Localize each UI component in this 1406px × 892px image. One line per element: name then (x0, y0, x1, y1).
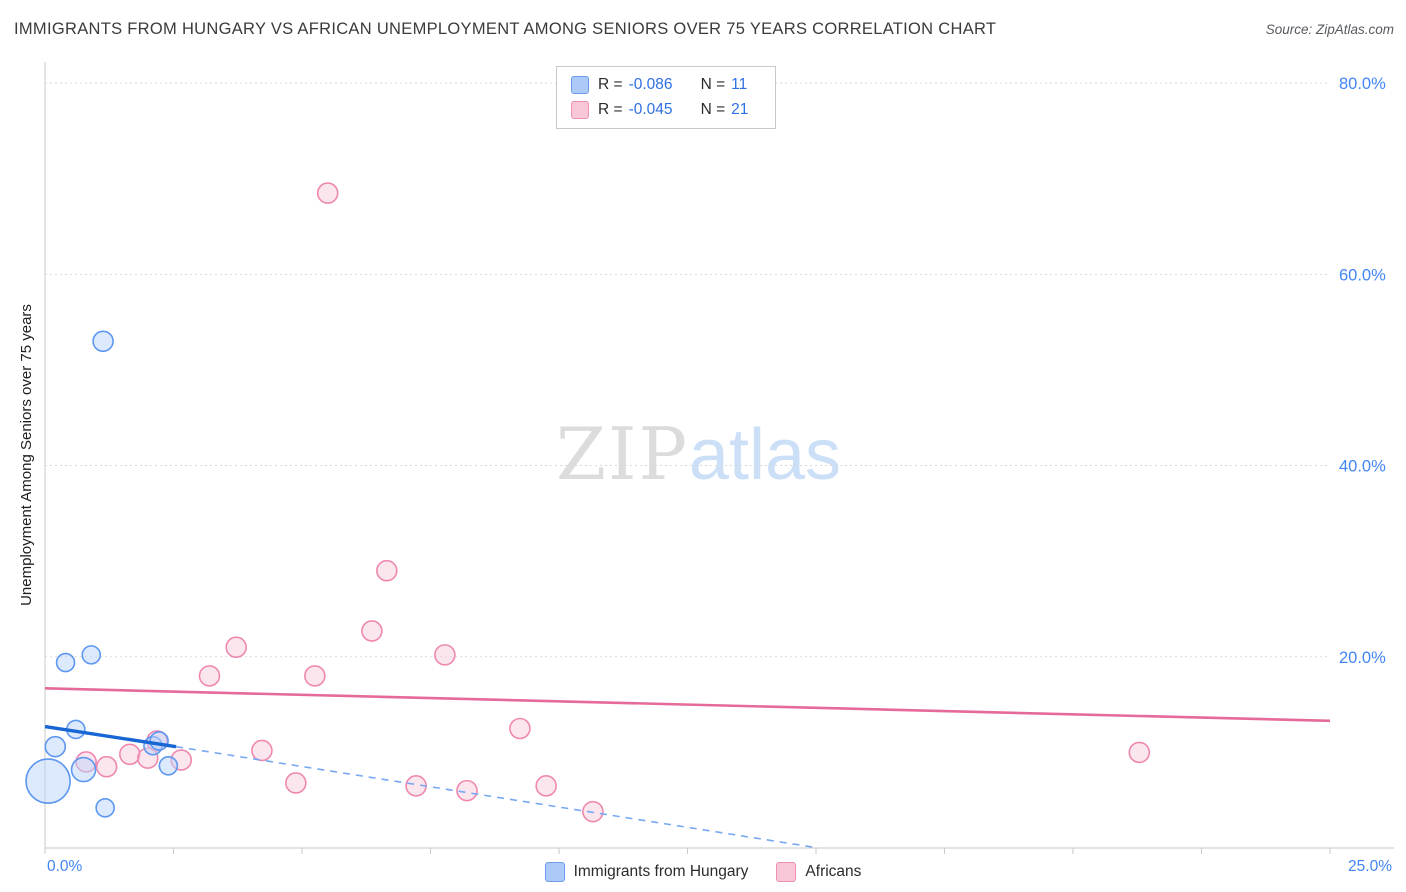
africans-legend-label: Africans (805, 863, 862, 880)
scatter-point-africans[interactable] (456, 779, 478, 802)
trend-line (44, 687, 1331, 723)
r-label: R = (598, 76, 623, 93)
legend-item-africans: Africans (776, 862, 861, 882)
stats-row-africans: R = -0.045 N = 21 (571, 101, 761, 119)
scatter-point-africans[interactable] (1128, 741, 1151, 764)
chart-title: IMMIGRANTS FROM HUNGARY VS AFRICAN UNEMP… (14, 20, 997, 38)
stats-row-hungary: R = -0.086 N = 11 (571, 76, 761, 94)
trend-line (44, 724, 177, 749)
scatter-point-africans[interactable] (316, 182, 339, 204)
scatter-point-africans[interactable] (119, 743, 141, 766)
hungary-legend-swatch-icon (544, 862, 565, 882)
scatter-point-hungary[interactable] (81, 645, 102, 665)
y-tick-label: 20.0% (1339, 649, 1386, 667)
y-tick-label: 80.0% (1339, 75, 1386, 93)
source-attribution: Source: ZipAtlas.com (1265, 22, 1394, 37)
hungary-n-value: 11 (731, 76, 748, 93)
africans-legend-swatch-icon (776, 862, 797, 882)
y-tick-label: 40.0% (1339, 458, 1386, 476)
hungary-legend-label: Immigrants from Hungary (573, 863, 749, 880)
watermark-zip: ZIP (556, 412, 689, 496)
y-axis-title: Unemployment Among Seniors over 75 years (18, 304, 35, 606)
scatter-point-hungary[interactable] (92, 330, 114, 353)
africans-swatch-icon (571, 101, 589, 119)
scatter-point-africans[interactable] (509, 717, 531, 740)
scatter-point-africans[interactable] (361, 620, 383, 642)
watermark: ZIPatlas (556, 418, 841, 491)
scatter-point-africans[interactable] (434, 644, 456, 666)
r-label: R = (598, 101, 623, 118)
africans-r-value: -0.045 (628, 101, 673, 118)
scatter-point-africans[interactable] (535, 775, 557, 797)
scatter-point-hungary[interactable] (149, 731, 169, 751)
scatter-point-africans[interactable] (304, 665, 326, 687)
scatter-point-africans[interactable] (198, 665, 221, 687)
x-min-label: 0.0% (47, 858, 83, 875)
hungary-swatch-icon (571, 76, 589, 94)
scatter-point-hungary[interactable] (70, 756, 97, 783)
legend-item-hungary: Immigrants from Hungary (544, 862, 749, 882)
scatter-point-africans[interactable] (225, 636, 248, 659)
scatter-point-hungary[interactable] (95, 798, 115, 818)
n-label: N = (700, 76, 726, 93)
scatter-point-hungary[interactable] (25, 758, 71, 804)
bottom-legend: Immigrants from Hungary Africans (0, 862, 1406, 882)
trend-line-extrapolated (175, 745, 819, 849)
scatter-point-africans[interactable] (285, 772, 307, 794)
africans-n-value: 21 (731, 101, 749, 118)
scatter-point-africans[interactable] (95, 755, 118, 778)
scatter-point-africans[interactable] (251, 739, 273, 762)
n-label: N = (700, 101, 726, 118)
scatter-point-africans[interactable] (376, 559, 398, 582)
scatter-point-hungary[interactable] (44, 735, 67, 758)
x-max-label: 25.0% (1348, 858, 1392, 875)
y-tick-label: 60.0% (1339, 266, 1386, 284)
scatter-point-hungary[interactable] (55, 652, 76, 673)
scatter-point-hungary[interactable] (158, 755, 179, 776)
hungary-r-value: -0.086 (628, 76, 673, 93)
correlation-stats-box: R = -0.086 N = 11 R = -0.045 N = 21 (556, 66, 777, 129)
watermark-atlas: atlas (688, 415, 842, 495)
